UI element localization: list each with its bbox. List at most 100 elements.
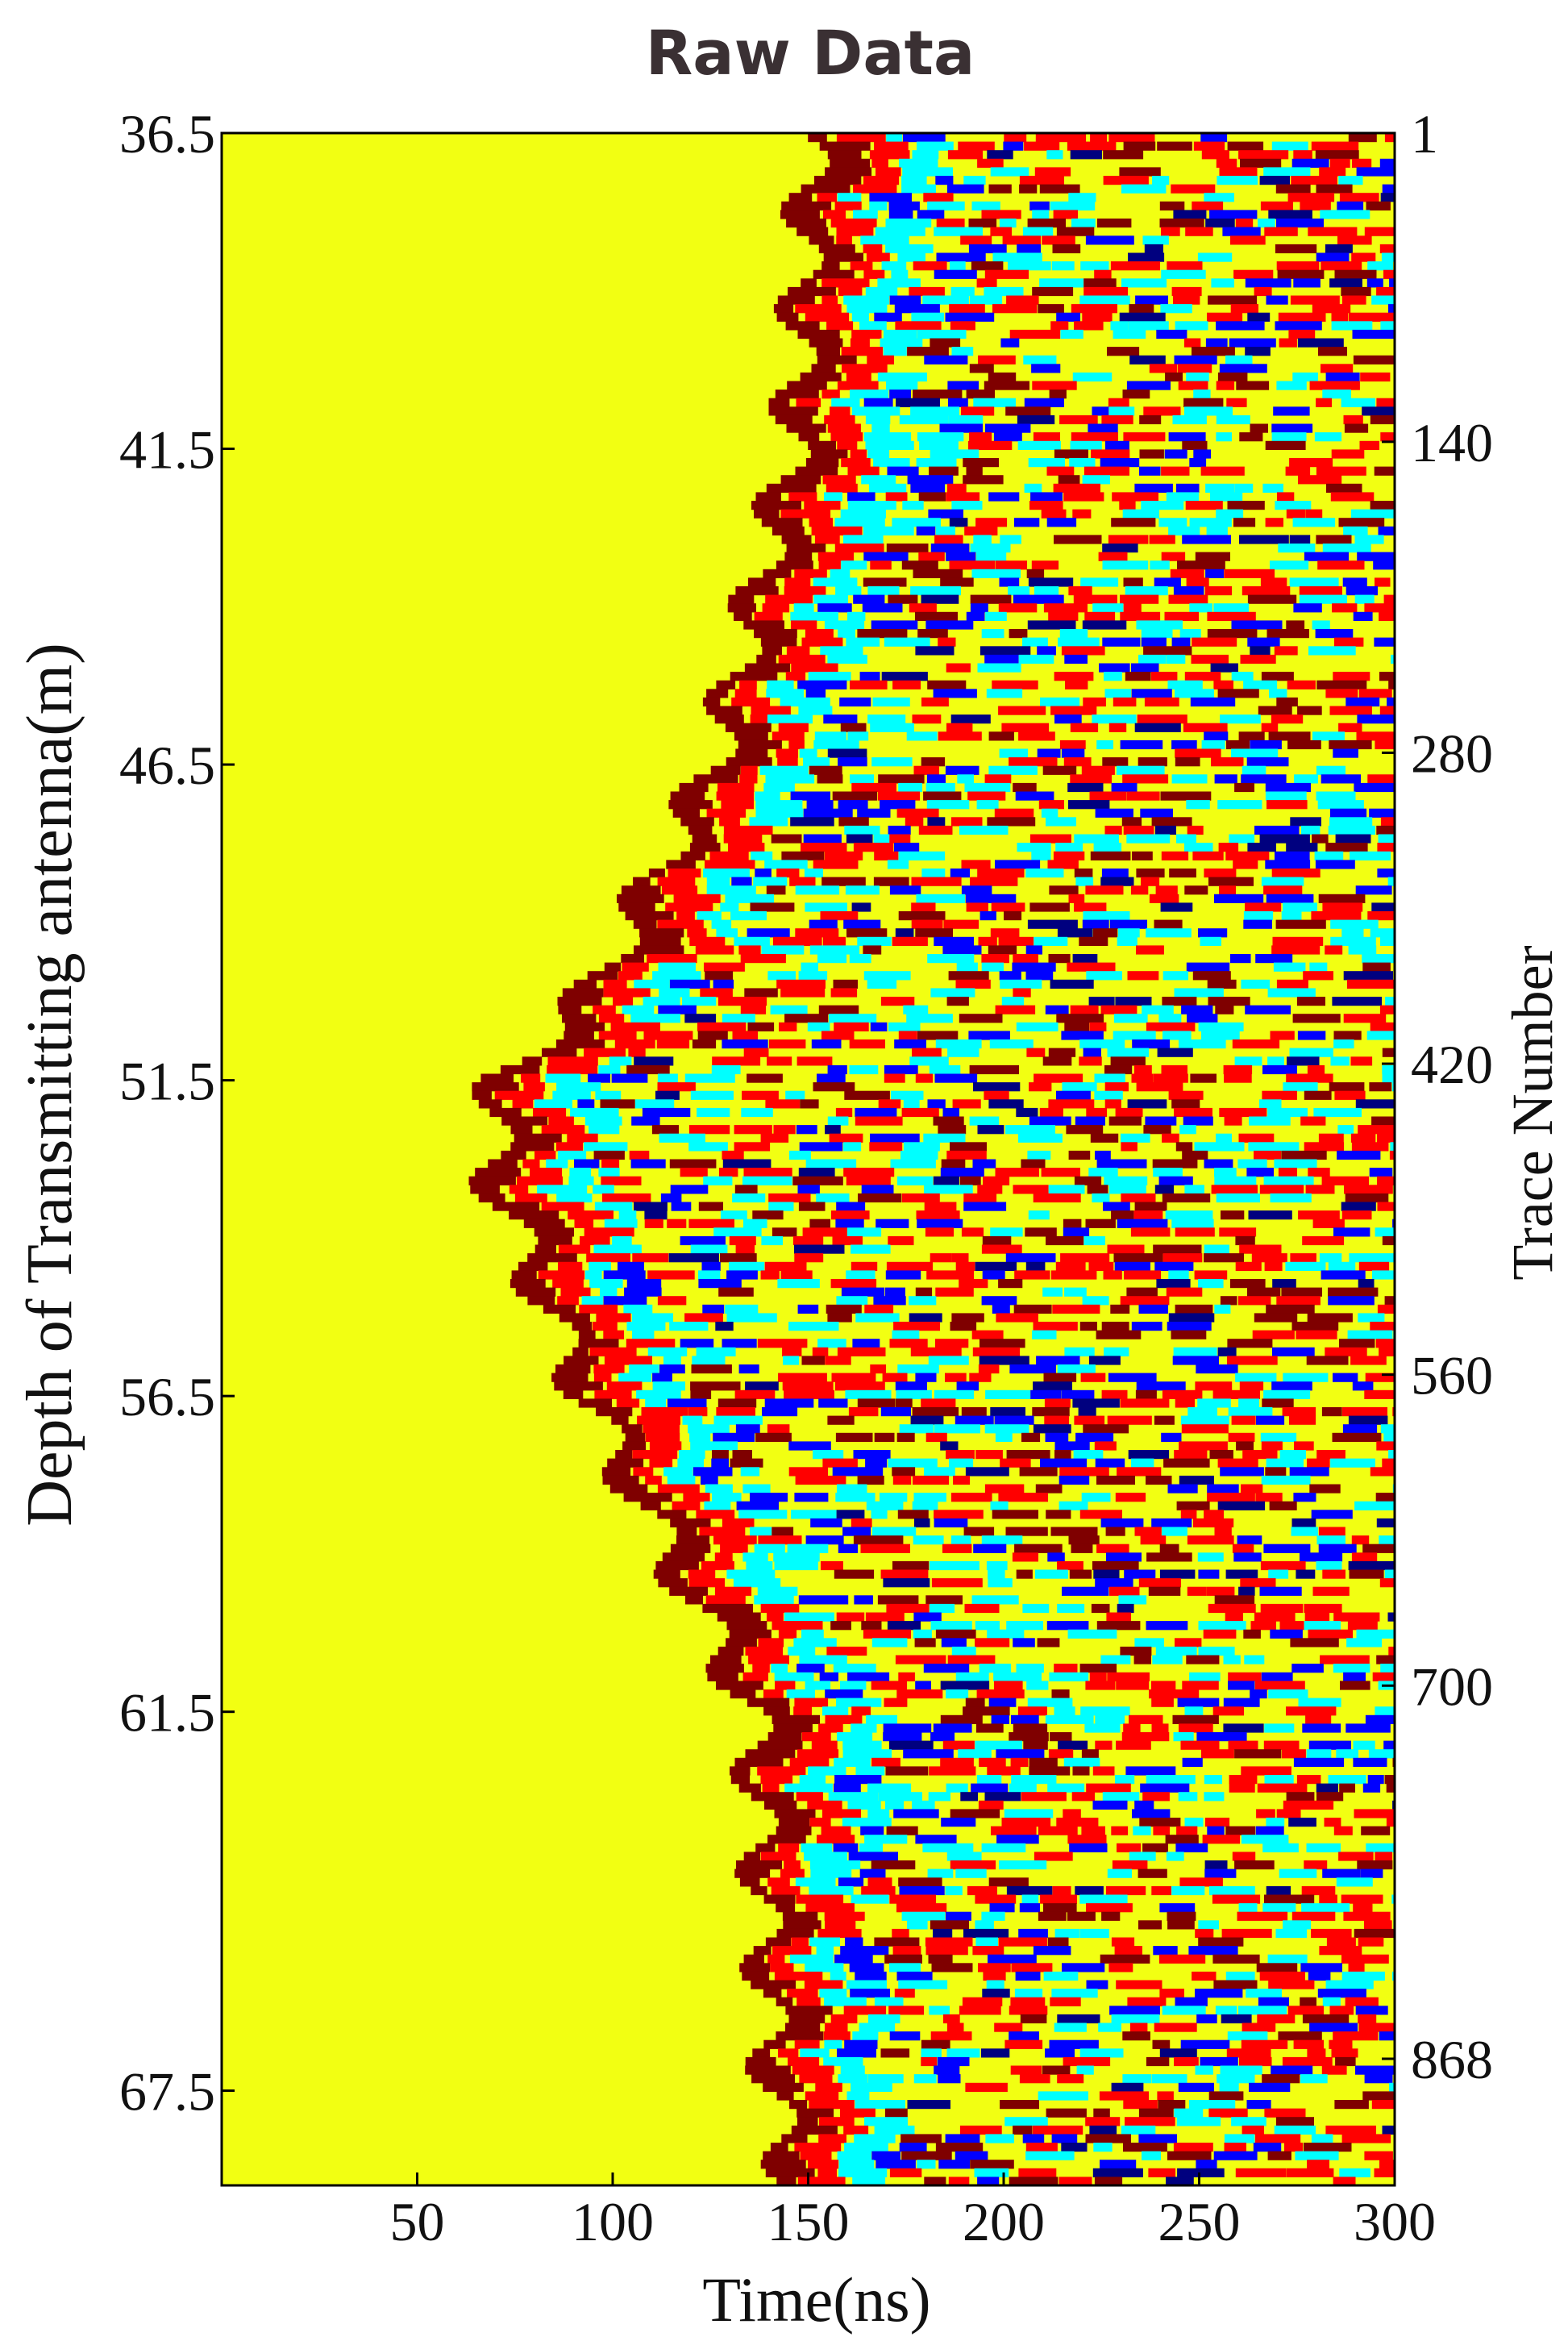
heatmap-cell <box>889 2031 921 2041</box>
heatmap-cell <box>1163 1458 1210 1468</box>
heatmap-cell <box>1138 1920 1162 1930</box>
heatmap-cell <box>1364 2074 1393 2084</box>
heatmap-cell <box>1050 321 1069 331</box>
heatmap-cell <box>1104 1082 1129 1092</box>
heatmap-cell <box>1380 1424 1395 1434</box>
heatmap-cell <box>593 1150 625 1160</box>
heatmap-cell <box>1275 2117 1314 2127</box>
heatmap-cell <box>913 390 963 399</box>
heatmap-cell <box>1297 706 1322 715</box>
heatmap-cell <box>778 1818 810 1827</box>
heatmap-cell <box>817 1835 855 1844</box>
heatmap-cell <box>811 1039 842 1049</box>
heatmap-cell <box>570 1107 619 1118</box>
heatmap-cell <box>863 244 883 254</box>
heatmap-cell <box>901 1107 939 1118</box>
heatmap-cell <box>1213 1980 1258 1989</box>
heatmap-cell <box>781 535 812 544</box>
heatmap-cell <box>825 1125 841 1135</box>
heatmap-cell <box>841 347 884 356</box>
heatmap-cell <box>1366 1843 1395 1852</box>
heatmap-cell <box>685 1595 703 1605</box>
heatmap-cell <box>1371 1116 1395 1126</box>
heatmap-cell <box>833 1843 859 1852</box>
heatmap-cell <box>1345 586 1378 596</box>
heatmap-cell <box>1341 398 1375 407</box>
heatmap-cell <box>1317 560 1365 570</box>
heatmap-cell <box>1375 1339 1395 1348</box>
heatmap-cell <box>1334 1090 1366 1100</box>
heatmap-cell <box>896 1398 913 1408</box>
heatmap-cell <box>1175 757 1200 767</box>
x-axis-label: Time(ns) <box>702 2264 930 2335</box>
heatmap-cell <box>820 911 859 921</box>
heatmap-cell <box>809 1818 831 1827</box>
heatmap-cell <box>988 1877 1029 1887</box>
heatmap-cell <box>1362 954 1395 964</box>
heatmap-cell <box>1184 1185 1204 1194</box>
heatmap-cell <box>910 1347 962 1356</box>
heatmap-cell <box>1374 2168 1394 2177</box>
heatmap-cell <box>1108 1373 1157 1382</box>
heatmap-cell <box>1104 1176 1148 1185</box>
heatmap-cell <box>874 141 909 151</box>
heatmap-cell <box>984 654 1019 664</box>
heatmap-cell <box>1093 2108 1110 2118</box>
heatmap-cell <box>776 560 813 570</box>
heatmap-cell <box>929 2006 950 2015</box>
heatmap-cell <box>851 312 869 322</box>
heatmap-cell <box>1194 1270 1228 1280</box>
heatmap-cell <box>1223 1698 1260 1707</box>
heatmap-cell <box>1276 1296 1321 1306</box>
heatmap-cell <box>1159 1989 1184 1998</box>
heatmap-cell <box>1295 2151 1339 2160</box>
heatmap-cell <box>1329 817 1373 827</box>
heatmap-cell <box>996 1749 1045 1759</box>
heatmap-cell <box>778 2048 799 2058</box>
heatmap-cell <box>1059 629 1088 639</box>
heatmap-cell <box>723 825 773 835</box>
heatmap-cell <box>1052 1885 1071 1896</box>
heatmap-cell <box>1066 1125 1104 1135</box>
heatmap-cell <box>1094 1441 1117 1451</box>
heatmap-cell <box>1111 1826 1129 1835</box>
heatmap-cell <box>1107 1868 1132 1878</box>
heatmap-cell <box>795 1475 846 1485</box>
heatmap-cell <box>633 877 651 886</box>
heatmap-cell <box>1006 1450 1050 1460</box>
heatmap-cell <box>1358 1125 1395 1135</box>
heatmap-cell <box>1079 1056 1102 1066</box>
heatmap-cell <box>734 689 757 698</box>
heatmap-cell <box>1138 1578 1181 1588</box>
heatmap-cell <box>761 1235 783 1246</box>
heatmap-cell <box>676 1535 710 1545</box>
heatmap-cell <box>1345 1997 1379 2006</box>
heatmap-cell <box>603 979 627 989</box>
heatmap-cell <box>1102 757 1129 767</box>
heatmap-cell <box>886 133 903 143</box>
heatmap-cell <box>706 877 730 886</box>
heatmap-cell <box>1100 1005 1138 1014</box>
heatmap-cell <box>1204 1244 1229 1254</box>
heatmap-cell <box>988 731 1014 741</box>
heatmap-cell <box>742 1484 771 1493</box>
heatmap-cell <box>1162 2006 1206 2015</box>
heatmap-cell <box>1063 1809 1081 1818</box>
heatmap-cell <box>1038 1826 1078 1835</box>
heatmap-cell <box>1296 1569 1316 1579</box>
heatmap-cell <box>1329 2039 1353 2049</box>
heatmap-cell <box>874 1937 920 1947</box>
heatmap-cell <box>1212 1706 1244 1716</box>
heatmap-cell <box>1333 1039 1354 1049</box>
heatmap-cell <box>956 962 978 972</box>
heatmap-cell <box>1249 2082 1291 2092</box>
heatmap-cell <box>1139 449 1164 459</box>
heatmap-cell <box>1055 1261 1086 1271</box>
heatmap-cell <box>1312 834 1329 844</box>
heatmap-cell <box>1213 2151 1258 2160</box>
heatmap-cell <box>1083 1235 1105 1246</box>
heatmap-cell <box>626 1064 670 1075</box>
heatmap-cell <box>1079 1894 1128 1904</box>
heatmap-cell <box>1013 518 1040 527</box>
heatmap-cell <box>1354 782 1395 793</box>
